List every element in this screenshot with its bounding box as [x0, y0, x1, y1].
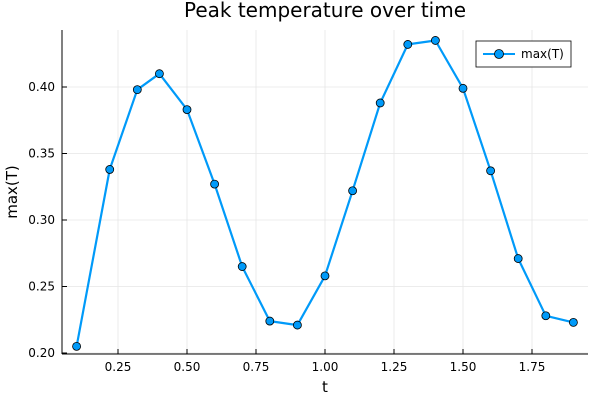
x-axis-label: t	[322, 378, 328, 396]
y-tick-label: 0.40	[28, 80, 55, 94]
data-point-marker	[292, 320, 302, 330]
legend-marker-icon	[494, 49, 504, 59]
data-point-marker	[569, 318, 578, 327]
y-tick-label: 0.25	[28, 280, 55, 294]
y-axis-label: max(T)	[3, 165, 21, 219]
grid-lines	[62, 30, 588, 354]
data-point-marker	[132, 85, 142, 95]
data-point-marker	[320, 271, 330, 281]
chart-title: Peak temperature over time	[184, 0, 466, 22]
y-tick-label: 0.20	[28, 346, 55, 360]
x-axis-ticks: 0.25 0.50 0.75 1.00 1.25 1.50 1.75	[105, 349, 546, 374]
data-point-marker	[348, 186, 358, 196]
x-tick-label: 1.00	[312, 360, 339, 374]
data-point-marker	[541, 311, 551, 321]
legend: max(T)	[475, 40, 572, 68]
data-point-marker	[154, 69, 164, 79]
x-tick-label: 1.50	[450, 360, 477, 374]
x-tick-label: 0.75	[243, 360, 270, 374]
x-tick-label: 1.25	[381, 360, 408, 374]
data-point-marker	[237, 262, 247, 271]
data-point-marker	[182, 105, 192, 115]
data-point-marker	[72, 341, 81, 351]
series-max-T	[72, 36, 578, 351]
data-point-marker	[210, 179, 220, 189]
data-point-marker	[403, 40, 413, 49]
data-point-marker	[513, 254, 523, 263]
legend-label: max(T)	[521, 47, 564, 61]
data-point-marker	[105, 165, 115, 174]
x-tick-label: 1.75	[519, 360, 546, 374]
x-tick-label: 0.50	[174, 360, 201, 374]
x-tick-label: 0.25	[105, 360, 132, 374]
y-axis-ticks: 0.20 0.25 0.30 0.35 0.40	[28, 80, 67, 360]
data-point-marker	[265, 316, 275, 326]
data-point-marker	[430, 36, 440, 45]
data-point-marker	[375, 98, 385, 108]
data-point-marker	[458, 83, 468, 93]
y-tick-label: 0.35	[28, 147, 55, 161]
y-tick-label: 0.30	[28, 213, 55, 227]
data-point-marker	[486, 166, 496, 176]
